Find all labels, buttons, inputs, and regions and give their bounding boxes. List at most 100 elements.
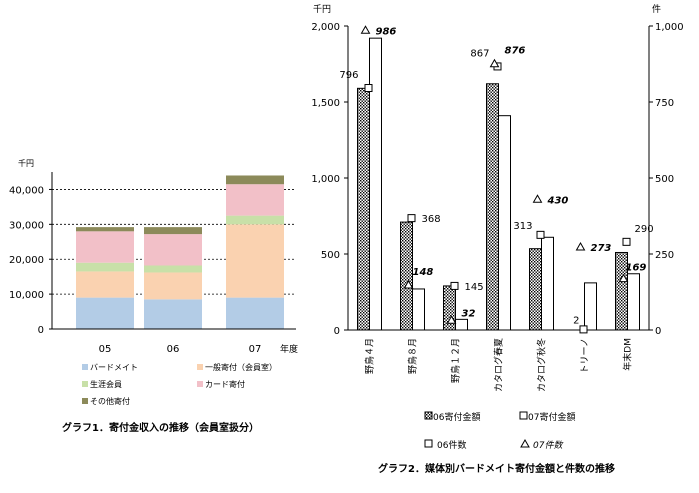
chart2-bar: [486, 83, 499, 331]
chart2-data-label-06: 313: [513, 221, 532, 232]
chart2-x-tick-label: 野鳥１２月: [450, 338, 462, 383]
chart2-marker-07: [360, 25, 371, 34]
chart2-x-tick-label: トリーノ: [581, 338, 591, 373]
chart2-x-tick-label: カタログ春夏: [493, 338, 505, 392]
chart2-legend-label: 06寄付金額: [433, 411, 480, 423]
chart1-legend-swatch: [82, 398, 88, 404]
chart1-bar-segment: [144, 299, 202, 329]
chart1-bar-segment: [76, 227, 134, 232]
chart2-data-label-07: 430: [547, 195, 569, 206]
chart2-right-unit-label: 件: [652, 3, 661, 15]
chart2-left-tick-label: 2,000: [311, 22, 340, 33]
chart2-marker-07: [489, 58, 500, 68]
chart2-bar: [400, 221, 413, 331]
chart1-bar-segment: [76, 297, 134, 329]
chart2-bar-marker: 千円 件 0 500 1,000 1,500 2,000 0 250 500 750 1,000…: [311, 3, 683, 475]
chart2-x-tick-label: 野鳥８月: [407, 338, 419, 374]
chart2-marker-07: [575, 242, 586, 251]
chart2-bar: [357, 87, 370, 331]
chart1-bar-segment: [226, 184, 284, 216]
chart2-legend-swatch-07-count: [520, 438, 530, 448]
chart1-x-tick-label: 06: [167, 344, 180, 355]
chart1-bar-segment: [226, 297, 284, 329]
chart1-stacked-bar: 千円 0 10,000 20,000 30,000 40,000 05 06 07 年度 バ…: [9, 158, 298, 434]
chart2-marker-07: [618, 273, 629, 283]
chart1-x-axis-label: 年度: [280, 343, 298, 355]
chart2-data-label-07: 273: [591, 243, 612, 254]
chart2-data-label-06: 145: [465, 282, 484, 293]
chart2-data-label-07: 32: [462, 308, 476, 319]
chart2-legend-swatch-06-amount: [424, 411, 433, 420]
chart2-bar: [627, 273, 640, 331]
chart2-marker-06: [536, 230, 545, 239]
chart1-bar-segment: [226, 175, 284, 185]
chart2-x-tick-label: カタログ秋冬: [536, 338, 548, 392]
chart1-y-tick-label: 10,000: [9, 290, 44, 301]
chart2-legend-label: 07件数: [533, 440, 563, 451]
chart2-bar: [498, 115, 511, 331]
chart1-unit-label: 千円: [18, 158, 34, 168]
chart1-x-tick-label: 07: [249, 344, 262, 355]
chart2-data-label-06: 867: [470, 48, 489, 59]
chart2-right-tick-label: 750: [655, 98, 674, 109]
chart1-bar-segment: [226, 215, 284, 225]
chart2-bar: [541, 236, 554, 331]
chart1-legend-label: その他寄付: [90, 396, 130, 406]
chart2-left-tick-label: 1,500: [311, 98, 340, 109]
chart2-bar: [455, 318, 468, 331]
chart1-bar-segment: [144, 234, 202, 266]
chart2-data-label-07: 169: [626, 263, 647, 274]
chart2-marker-07: [446, 315, 457, 324]
chart2-left-unit-label: 千円: [313, 4, 331, 15]
chart2-marker-06: [364, 84, 373, 93]
chart2-marker-06: [450, 281, 459, 290]
chart2-data-label-06: 796: [339, 70, 358, 81]
chart2-right-tick-label: 1,000: [655, 22, 684, 33]
chart1-bar-segment: [76, 231, 134, 263]
chart2-data-label-07: 876: [505, 46, 526, 57]
chart2-bar: [584, 282, 597, 331]
chart2-data-label-06: 290: [635, 224, 654, 235]
chart1-bar-segment: [144, 227, 202, 235]
chart1-y-tick-label: 30,000: [9, 220, 44, 231]
chart1-bar-segment: [76, 262, 134, 272]
chart2-data-label-06: 2: [573, 315, 579, 326]
chart1-y-tick-label: 20,000: [9, 255, 44, 266]
chart2-legend-label: 07寄付金額: [528, 411, 575, 423]
chart2-marker-06: [407, 214, 416, 223]
chart2-legend: 06寄付金額 07寄付金額 06件数 07件数: [424, 411, 575, 451]
chart2-title: グラフ2．媒体別バードメイト寄付金額と件数の推移: [378, 462, 615, 475]
chart1-bar-segment: [144, 265, 202, 273]
chart1-legend-swatch: [82, 364, 88, 370]
chart1-legend-swatch: [197, 364, 203, 370]
chart1-bar-segment: [144, 272, 202, 300]
chart2-marker-07: [403, 280, 414, 289]
chart1-bar-segment: [76, 271, 134, 298]
chart2-left-tick-label: 1,000: [311, 174, 340, 185]
chart1-legend-label: 一般寄付（会員室）: [205, 362, 277, 372]
chart2-bar: [412, 288, 425, 331]
chart1-y-tick-label: 40,000: [9, 185, 44, 196]
chart1-y-tick-label: 0: [38, 325, 44, 336]
chart2-bar: [369, 37, 382, 331]
chart1-legend-label: カード寄付: [205, 379, 245, 389]
chart2-marker-07: [532, 194, 543, 203]
chart2-x-tick-label: 年末DM: [622, 338, 634, 371]
chart1-bar-segment: [226, 224, 284, 298]
chart2-marker-06: [579, 325, 588, 334]
chart1-x-tick-label: 05: [99, 344, 112, 355]
chart1-legend-label: バードメイト: [90, 363, 138, 372]
chart1-title: グラフ1．寄付金収入の推移（会員室扱分）: [62, 421, 259, 434]
chart1-legend-swatch: [197, 381, 203, 387]
chart2-left-tick-label: 500: [321, 250, 340, 261]
chart2-right-tick-label: 500: [655, 174, 674, 185]
chart2-right-tick-label: 0: [655, 326, 661, 337]
chart2-right-tick-label: 250: [655, 250, 674, 261]
chart2-data-label-06: 368: [422, 214, 441, 225]
chart2-left-tick-label: 0: [334, 326, 340, 337]
chart2-data-label-07: 986: [376, 26, 397, 37]
chart2-x-tick-label: 野鳥４月: [364, 338, 376, 374]
chart2-marker-06: [622, 237, 631, 246]
